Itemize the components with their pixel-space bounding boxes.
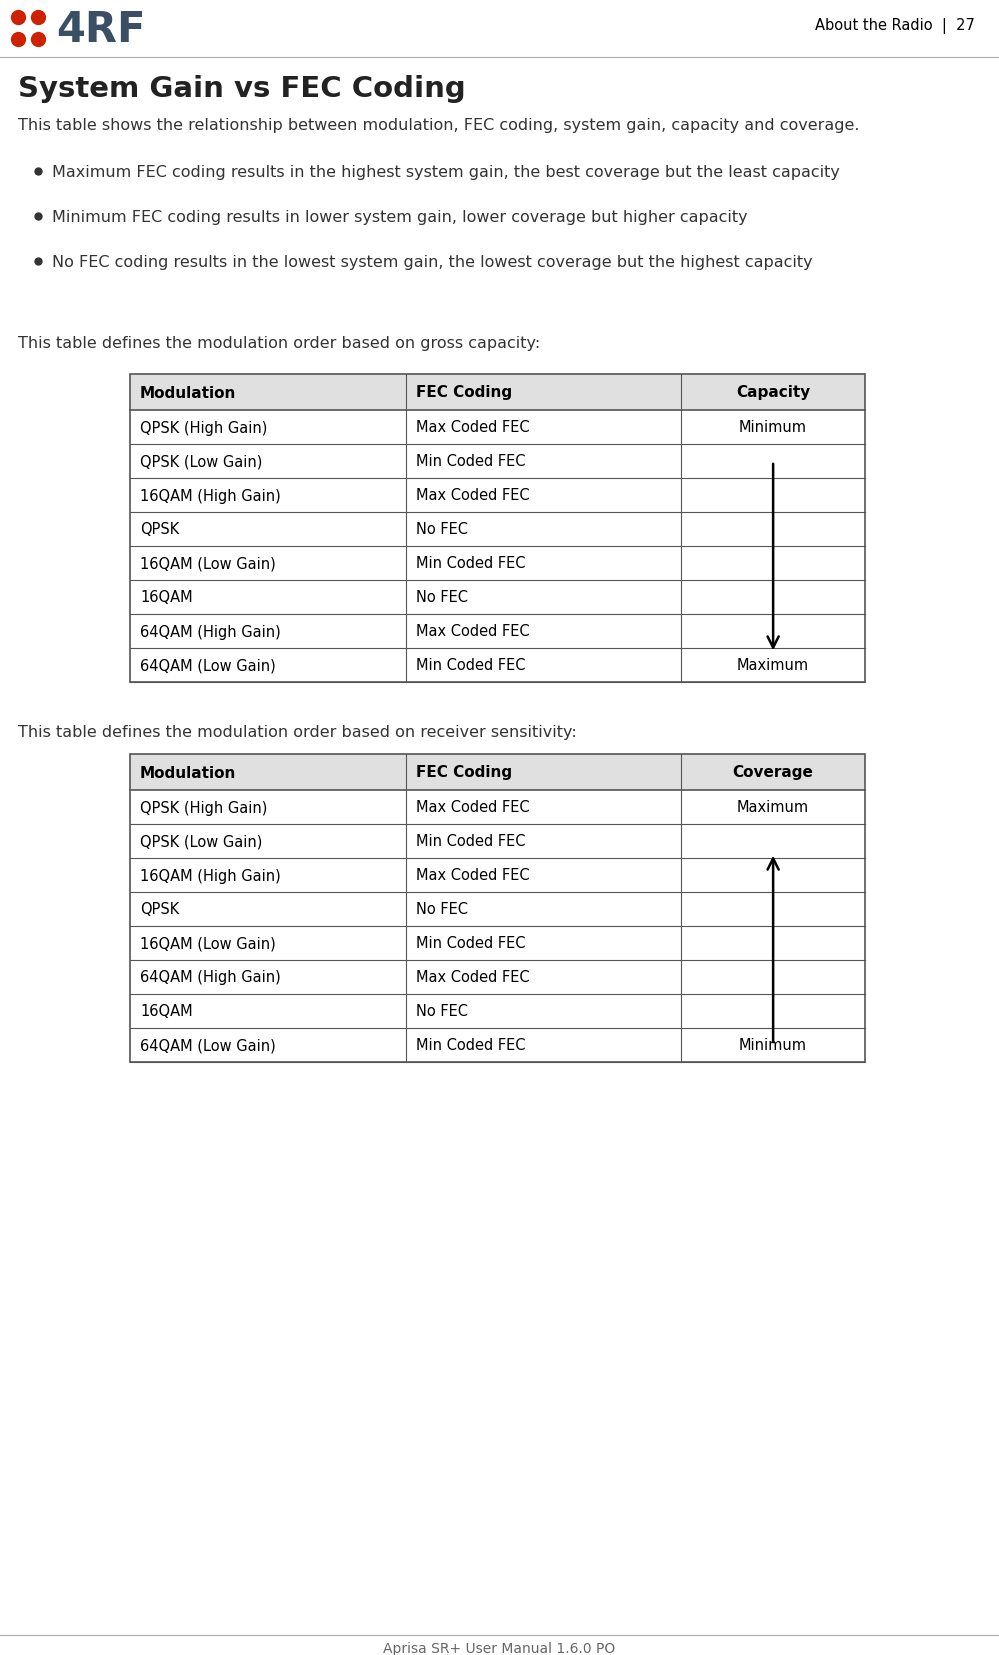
Text: FEC Coding: FEC Coding bbox=[416, 765, 511, 780]
Text: Max Coded FEC: Max Coded FEC bbox=[416, 799, 529, 814]
Bar bbox=[130, 374, 865, 410]
Text: Min Coded FEC: Min Coded FEC bbox=[416, 453, 525, 470]
Text: 4RF: 4RF bbox=[56, 8, 146, 51]
Text: Modulation: Modulation bbox=[140, 386, 237, 401]
Text: Max Coded FEC: Max Coded FEC bbox=[416, 624, 529, 639]
Text: Minimum: Minimum bbox=[739, 420, 807, 435]
Text: 16QAM (High Gain): 16QAM (High Gain) bbox=[140, 488, 281, 503]
Text: QPSK (Low Gain): QPSK (Low Gain) bbox=[140, 453, 263, 470]
Text: 16QAM: 16QAM bbox=[140, 1005, 193, 1019]
Text: Max Coded FEC: Max Coded FEC bbox=[416, 867, 529, 884]
Text: Min Coded FEC: Min Coded FEC bbox=[416, 834, 525, 849]
Text: Max Coded FEC: Max Coded FEC bbox=[416, 420, 529, 435]
Text: Min Coded FEC: Min Coded FEC bbox=[416, 1038, 525, 1053]
Text: 64QAM (High Gain): 64QAM (High Gain) bbox=[140, 970, 281, 985]
Text: QPSK: QPSK bbox=[140, 523, 179, 538]
Text: Maximum: Maximum bbox=[737, 659, 809, 674]
Text: No FEC coding results in the lowest system gain, the lowest coverage but the hig: No FEC coding results in the lowest syst… bbox=[52, 255, 812, 270]
Text: QPSK (High Gain): QPSK (High Gain) bbox=[140, 420, 268, 435]
Text: 16QAM (Low Gain): 16QAM (Low Gain) bbox=[140, 556, 276, 571]
Text: Minimum: Minimum bbox=[739, 1038, 807, 1053]
Text: Min Coded FEC: Min Coded FEC bbox=[416, 659, 525, 674]
Text: Maximum FEC coding results in the highest system gain, the best coverage but the: Maximum FEC coding results in the highes… bbox=[52, 166, 840, 180]
Text: Max Coded FEC: Max Coded FEC bbox=[416, 488, 529, 503]
Text: This table defines the modulation order based on gross capacity:: This table defines the modulation order … bbox=[18, 336, 540, 351]
Text: FEC Coding: FEC Coding bbox=[416, 386, 511, 401]
Text: 16QAM (Low Gain): 16QAM (Low Gain) bbox=[140, 937, 276, 952]
Bar bbox=[130, 374, 865, 682]
Text: Modulation: Modulation bbox=[140, 765, 237, 780]
Text: Coverage: Coverage bbox=[732, 765, 813, 780]
Text: QPSK (High Gain): QPSK (High Gain) bbox=[140, 799, 268, 814]
Text: Aprisa SR+ User Manual 1.6.0 PO: Aprisa SR+ User Manual 1.6.0 PO bbox=[383, 1642, 615, 1655]
Text: No FEC: No FEC bbox=[416, 1005, 468, 1019]
Bar bbox=[130, 755, 865, 791]
Text: No FEC: No FEC bbox=[416, 523, 468, 538]
Text: No FEC: No FEC bbox=[416, 591, 468, 606]
Text: 16QAM (High Gain): 16QAM (High Gain) bbox=[140, 867, 281, 884]
Text: 64QAM (High Gain): 64QAM (High Gain) bbox=[140, 624, 281, 639]
Text: 64QAM (Low Gain): 64QAM (Low Gain) bbox=[140, 1038, 276, 1053]
Text: Minimum FEC coding results in lower system gain, lower coverage but higher capac: Minimum FEC coding results in lower syst… bbox=[52, 210, 747, 225]
Text: Min Coded FEC: Min Coded FEC bbox=[416, 556, 525, 571]
Text: 64QAM (Low Gain): 64QAM (Low Gain) bbox=[140, 659, 276, 674]
Text: Capacity: Capacity bbox=[736, 386, 810, 401]
Text: QPSK (Low Gain): QPSK (Low Gain) bbox=[140, 834, 263, 849]
Text: This table shows the relationship between modulation, FEC coding, system gain, c: This table shows the relationship betwee… bbox=[18, 118, 859, 132]
Text: 16QAM: 16QAM bbox=[140, 591, 193, 606]
Text: About the Radio  |  27: About the Radio | 27 bbox=[815, 18, 975, 35]
Text: System Gain vs FEC Coding: System Gain vs FEC Coding bbox=[18, 74, 466, 103]
Text: This table defines the modulation order based on receiver sensitivity:: This table defines the modulation order … bbox=[18, 725, 576, 740]
Text: Maximum: Maximum bbox=[737, 799, 809, 814]
Bar bbox=[130, 755, 865, 1063]
Text: No FEC: No FEC bbox=[416, 902, 468, 917]
Text: Max Coded FEC: Max Coded FEC bbox=[416, 970, 529, 985]
Text: QPSK: QPSK bbox=[140, 902, 179, 917]
Text: Min Coded FEC: Min Coded FEC bbox=[416, 937, 525, 952]
